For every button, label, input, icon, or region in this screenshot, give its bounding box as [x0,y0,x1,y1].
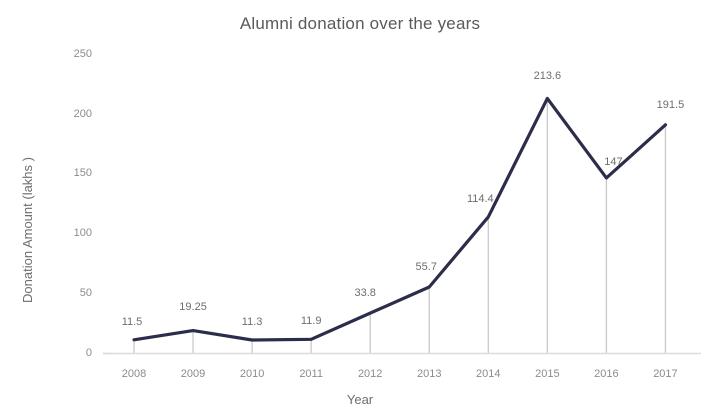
data-point-label: 191.5 [656,98,685,111]
data-point-label: 19.25 [179,300,207,313]
data-line [132,96,668,342]
x-tick-label: 2016 [594,368,619,380]
x-tick-label: 2012 [357,368,383,380]
data-point-label: 33.8 [354,287,376,300]
chart-title: Alumni donation over the years [239,14,481,33]
y-tick-label: 250 [73,48,92,60]
x-axis-title: Year [346,392,374,407]
x-tick-label: 2010 [239,368,265,380]
y-tick-label: 0 [85,346,92,359]
data-point-label: 55.7 [415,260,437,273]
y-tick-label: 100 [73,227,92,240]
x-tick-label: 2009 [180,368,206,380]
data-point-label: 11.3 [241,316,263,328]
y-tick-label: 50 [79,286,92,299]
data-point-label: 11.9 [300,315,322,328]
y-tick-label: 200 [73,107,92,120]
y-tick-label: 150 [73,167,92,180]
x-tick-label: 2014 [476,368,501,380]
data-point-label: 147 [604,155,623,168]
x-tick-label: 2017 [653,368,678,380]
data-point-label: 213.6 [533,70,562,83]
data-point-label: 114.4 [466,192,494,205]
drop-lines-group [133,98,667,354]
x-tick-label: 2011 [299,368,323,380]
x-tick-label: 2008 [121,368,147,380]
x-tick-label: 2013 [417,368,442,380]
x-tick-label: 2015 [535,368,560,380]
data-point-label: 11.5 [121,315,143,328]
